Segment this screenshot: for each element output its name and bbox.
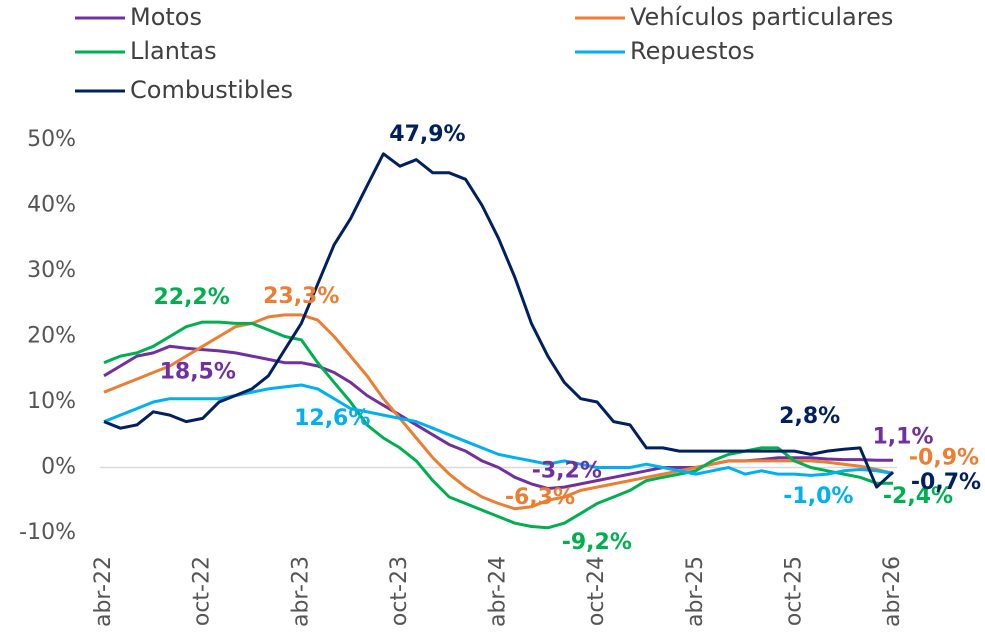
y-tick-label: -10% (19, 520, 76, 545)
x-tick-label: oct-22 (190, 556, 215, 626)
data-label: -3,2% (532, 458, 602, 483)
y-tick-label: 40% (27, 193, 76, 218)
legend-label: Motos (130, 3, 202, 31)
x-tick-label: oct-24 (584, 556, 609, 626)
legend-label: Repuestos (630, 37, 755, 65)
data-label: 2,8% (779, 404, 840, 429)
x-tick-label: oct-23 (387, 556, 412, 626)
x-tick-label: oct-25 (781, 556, 806, 626)
legend-label: Combustibles (130, 76, 293, 104)
data-label: 12,6% (294, 406, 370, 431)
data-label: -0,7% (911, 470, 981, 495)
y-tick-label: 10% (27, 389, 76, 414)
series-line (103, 320, 893, 530)
x-tick-label: abr-24 (486, 556, 511, 627)
data-label: 23,3% (263, 284, 339, 309)
legend-label: Llantas (130, 37, 217, 65)
data-label: -1,0% (783, 484, 853, 509)
data-label: -6,3% (505, 485, 575, 510)
data-label: 22,2% (153, 285, 229, 310)
data-label: 1,1% (872, 424, 933, 449)
data-label: -0,9% (909, 445, 979, 470)
y-tick-label: 20% (27, 324, 76, 349)
x-tick-label: abr-23 (288, 556, 313, 627)
series-line (103, 313, 894, 511)
y-tick-label: 30% (27, 258, 76, 283)
x-tick-label: abr-26 (880, 556, 905, 627)
y-tick-label: 50% (27, 127, 76, 152)
y-tick-label: 0% (41, 455, 76, 480)
data-label: -9,2% (562, 530, 632, 555)
data-label: 47,9% (389, 122, 465, 147)
legend-label: Vehículos particulares (630, 3, 893, 31)
data-label: -2,4% (883, 484, 953, 509)
x-tick-label: abr-25 (683, 556, 708, 627)
data-label: 18,5% (160, 359, 236, 384)
series-line (103, 152, 895, 489)
x-tick-label: abr-22 (91, 556, 116, 627)
